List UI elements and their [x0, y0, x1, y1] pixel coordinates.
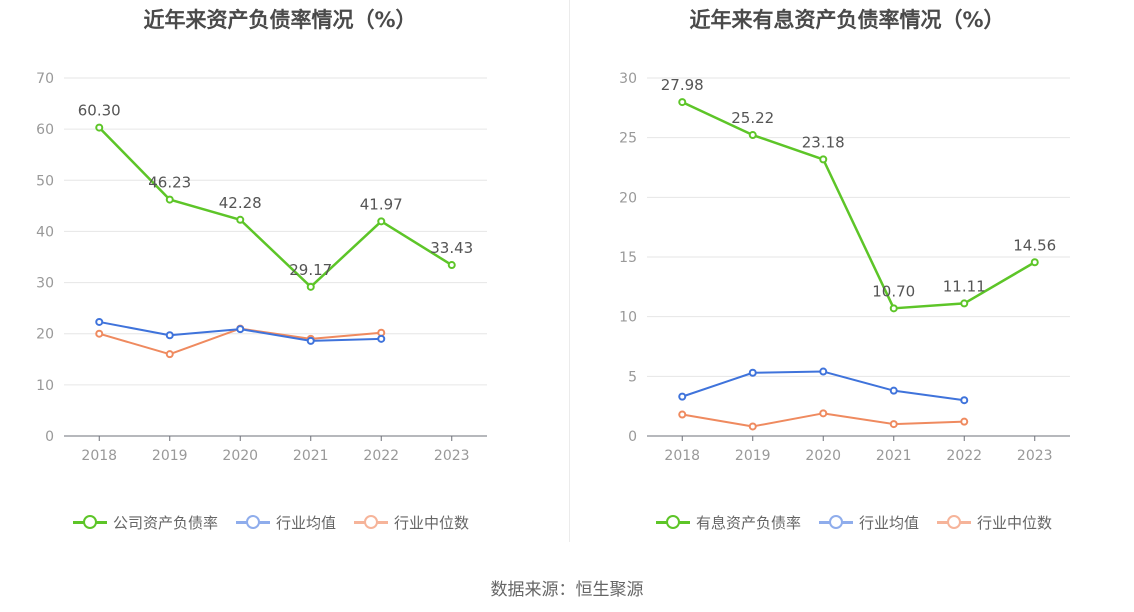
series-line-company — [98, 126, 453, 289]
y-tick-label: 0 — [628, 429, 637, 445]
data-label: 46.23 — [148, 174, 191, 192]
y-tick-label: 30 — [36, 276, 54, 292]
y-tick-label: 20 — [619, 190, 637, 206]
legend-item-company-interest[interactable]: 有息资产负债率 — [656, 512, 801, 533]
legend-label-industry-median: 行业中位数 — [394, 513, 470, 532]
data-label: 41.97 — [360, 195, 403, 213]
data-point-company[interactable] — [678, 98, 687, 107]
data-label: 29.17 — [289, 261, 332, 279]
legend-marker-industry-avg — [236, 515, 271, 529]
y-tick-label: 30 — [619, 71, 637, 87]
data-label: 60.30 — [78, 102, 121, 120]
series-line-company — [681, 100, 1036, 310]
data-point-industry-avg[interactable] — [889, 386, 898, 395]
y-tick-label: 15 — [619, 250, 637, 266]
data-point-company[interactable] — [748, 131, 757, 140]
legend-marker-industry-avg-2 — [819, 515, 854, 529]
x-tick-label: 2023 — [1017, 448, 1053, 464]
legend-marker-company — [73, 515, 107, 529]
legend-item-industry-avg-2[interactable]: 行业均值 — [819, 512, 919, 533]
x-tick-label: 2019 — [735, 448, 771, 464]
data-point-industry-median[interactable] — [165, 350, 174, 359]
legend-label-industry-avg: 行业均值 — [276, 513, 337, 532]
data-point-company[interactable] — [306, 282, 315, 291]
y-tick-label: 40 — [36, 224, 54, 240]
data-point-industry-median[interactable] — [748, 422, 757, 431]
data-point-industry-avg[interactable] — [377, 334, 386, 343]
data-point-company[interactable] — [447, 261, 456, 270]
data-point-industry-avg[interactable] — [236, 325, 245, 334]
x-tick-label: 2019 — [152, 448, 188, 464]
legend-marker-industry-median — [354, 515, 389, 529]
y-tick-label: 5 — [628, 369, 637, 385]
data-point-industry-median[interactable] — [678, 410, 687, 419]
data-point-industry-avg[interactable] — [165, 331, 174, 340]
y-tick-label: 10 — [619, 310, 637, 326]
chart-divider — [569, 0, 570, 542]
chart-title-debt-ratio: 近年来资产负债率情况（%） — [143, 8, 417, 32]
data-point-company[interactable] — [95, 123, 104, 132]
data-point-company[interactable] — [165, 195, 174, 204]
x-tick-label: 2022 — [946, 448, 982, 464]
legend-label-company-interest: 有息资产负债率 — [696, 513, 802, 532]
legend-label-industry-median-2: 行业中位数 — [977, 513, 1053, 532]
data-point-company[interactable] — [377, 217, 386, 226]
x-tick-label: 2020 — [805, 448, 841, 464]
legend-marker-company-interest — [656, 515, 690, 529]
data-label: 33.43 — [430, 239, 473, 257]
x-tick-label: 2018 — [664, 448, 700, 464]
data-point-company[interactable] — [960, 299, 969, 308]
chart-title-interest-debt-ratio: 近年来有息资产负债率情况（%） — [689, 8, 1005, 32]
data-point-industry-avg[interactable] — [678, 392, 687, 401]
data-point-industry-avg[interactable] — [95, 317, 104, 326]
legend-marker-industry-median-2 — [937, 515, 972, 529]
data-source-note: 数据来源：恒生聚源 — [490, 580, 644, 600]
y-tick-label: 70 — [36, 71, 54, 87]
y-tick-label: 0 — [45, 429, 54, 445]
y-tick-label: 20 — [36, 327, 54, 343]
data-point-company[interactable] — [1030, 258, 1039, 267]
data-point-industry-avg[interactable] — [819, 367, 828, 376]
data-point-industry-avg[interactable] — [748, 368, 757, 377]
y-tick-label: 10 — [36, 378, 54, 394]
data-point-industry-median[interactable] — [819, 409, 828, 418]
x-tick-label: 2020 — [222, 448, 258, 464]
legend-interest-debt-ratio: 有息资产负债率 行业均值 行业中位数 — [656, 510, 1070, 534]
data-label: 11.11 — [943, 277, 986, 295]
data-label: 42.28 — [219, 194, 262, 212]
legend-item-company[interactable]: 公司资产负债率 — [73, 512, 218, 533]
data-label: 14.56 — [1013, 236, 1056, 254]
legend-label-industry-avg-2: 行业均值 — [859, 513, 920, 532]
legend-item-industry-avg[interactable]: 行业均值 — [236, 512, 336, 533]
y-tick-label: 60 — [36, 122, 54, 138]
x-tick-label: 2022 — [363, 448, 399, 464]
data-point-company[interactable] — [889, 304, 898, 313]
data-label: 23.18 — [802, 133, 845, 151]
data-label: 25.22 — [731, 109, 774, 127]
x-tick-label: 2021 — [293, 448, 329, 464]
data-point-company[interactable] — [236, 215, 245, 224]
interest-debt-ratio-chart: 0 5 10 15 20 25 30 2018 2019 2020 2021 2022 2023 27.9… — [619, 71, 1070, 464]
data-point-industry-avg[interactable] — [960, 396, 969, 405]
data-point-industry-median[interactable] — [95, 329, 104, 338]
data-point-company[interactable] — [819, 155, 828, 164]
data-label: 27.98 — [661, 76, 704, 94]
debt-ratio-chart: 0 10 20 30 40 50 60 70 2018 2019 2020 2021 2022 2023 6… — [36, 71, 487, 464]
legend-label-company: 公司资产负债率 — [113, 513, 219, 532]
y-tick-label: 50 — [36, 173, 54, 189]
data-point-industry-median[interactable] — [377, 328, 386, 337]
x-tick-label: 2021 — [876, 448, 912, 464]
data-label: 10.70 — [872, 282, 915, 300]
x-tick-label: 2023 — [434, 448, 470, 464]
data-point-industry-median[interactable] — [889, 420, 898, 429]
data-point-industry-median[interactable] — [960, 417, 969, 426]
y-tick-label: 25 — [619, 131, 637, 147]
x-tick-label: 2018 — [81, 448, 117, 464]
data-point-industry-avg[interactable] — [306, 336, 315, 345]
legend-debt-ratio: 公司资产负债率 行业均值 行业中位数 — [73, 510, 487, 534]
legend-item-industry-median[interactable]: 行业中位数 — [354, 512, 469, 533]
legend-item-industry-median-2[interactable]: 行业中位数 — [937, 512, 1052, 533]
